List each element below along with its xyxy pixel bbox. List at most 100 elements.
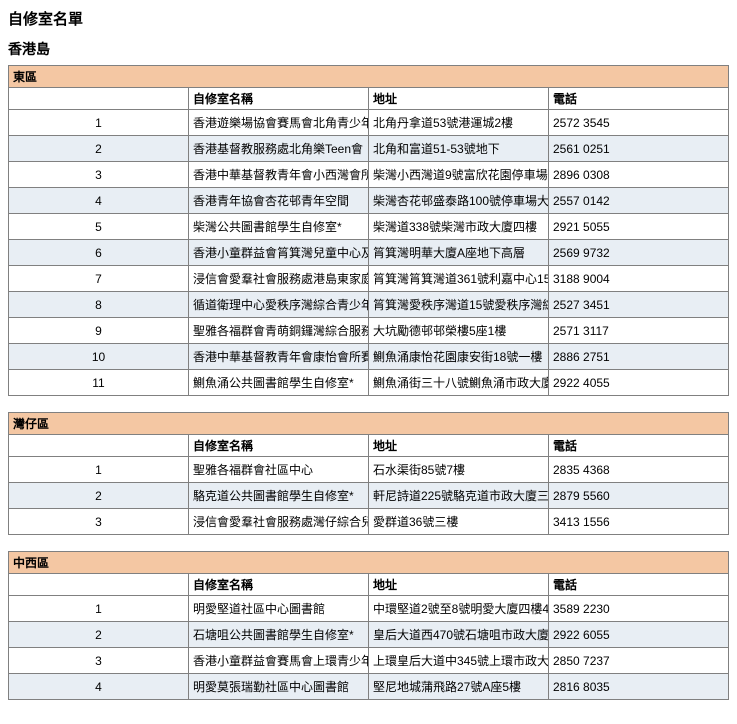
district-name: 灣仔區: [9, 413, 729, 435]
cell-address: 皇后大道西470號石塘咀市政大廈四樓: [369, 622, 549, 648]
col-phone-header: 電話: [549, 574, 729, 596]
col-name-header: 自修室名稱: [189, 574, 369, 596]
cell-address: 軒尼詩道225號駱克道市政大廈三樓: [369, 483, 549, 509]
cell-index: 8: [9, 292, 189, 318]
district-name: 東區: [9, 66, 729, 88]
district-name: 中西區: [9, 552, 729, 574]
cell-address: 北角丹拿道53號港運城2樓: [369, 110, 549, 136]
table-row: 4明愛莫張瑞勤社區中心圖書館堅尼地城蒲飛路27號A座5樓2816 8035: [9, 674, 729, 700]
cell-phone: 3188 9004: [549, 266, 729, 292]
cell-name: 浸信會愛羣社會服務處港島東家庭成長及發展服務中心: [189, 266, 369, 292]
cell-address: 北角和富道51-53號地下: [369, 136, 549, 162]
table-row: 3香港中華基督教青年會小西灣會所柴灣小西灣道9號富欣花園停車場一字樓2896 0…: [9, 162, 729, 188]
cell-address: 中環堅道2號至8號明愛大廈四樓439B室: [369, 596, 549, 622]
table-row: 1香港遊樂場協會賽馬會北角青少年綜合服務中心*北角丹拿道53號港運城2樓2572…: [9, 110, 729, 136]
cell-address: 堅尼地城蒲飛路27號A座5樓: [369, 674, 549, 700]
cell-name: 柴灣公共圖書館學生自修室*: [189, 214, 369, 240]
col-idx-header: [9, 574, 189, 596]
district-block: 中西區自修室名稱地址電話1明愛堅道社區中心圖書館中環堅道2號至8號明愛大廈四樓4…: [8, 551, 729, 700]
column-headers: 自修室名稱地址電話: [9, 574, 729, 596]
cell-phone: 2571 3117: [549, 318, 729, 344]
cell-name: 明愛堅道社區中心圖書館: [189, 596, 369, 622]
table-row: 10香港中華基督教青年會康怡會所賽馬會綜合青少年服務中心鰂魚涌康怡花園康安街18…: [9, 344, 729, 370]
cell-address: 石水渠街85號7樓: [369, 457, 549, 483]
table-row: 4香港青年協會杏花邨青年空間柴灣杏花邨盛泰路100號停車場大廈西座地下2557 …: [9, 188, 729, 214]
cell-index: 3: [9, 648, 189, 674]
cell-phone: 2922 4055: [549, 370, 729, 396]
cell-phone: 2572 3545: [549, 110, 729, 136]
table-row: 3香港小童群益會賽馬會上環青少年綜合服務中心上環皇后大道中345號上環市政大廈十…: [9, 648, 729, 674]
cell-address: 筲箕灣明華大廈A座地下高層: [369, 240, 549, 266]
cell-name: 香港青年協會杏花邨青年空間: [189, 188, 369, 214]
col-name-header: 自修室名稱: [189, 435, 369, 457]
cell-phone: 2886 2751: [549, 344, 729, 370]
cell-address: 鰂魚涌康怡花園康安街18號一樓: [369, 344, 549, 370]
col-address-header: 地址: [369, 435, 549, 457]
cell-phone: 2569 9732: [549, 240, 729, 266]
column-headers: 自修室名稱地址電話: [9, 435, 729, 457]
cell-phone: 2557 0142: [549, 188, 729, 214]
cell-phone: 2879 5560: [549, 483, 729, 509]
region-title: 香港島: [8, 39, 729, 59]
district-block: 東區自修室名稱地址電話1香港遊樂場協會賽馬會北角青少年綜合服務中心*北角丹拿道5…: [8, 65, 729, 396]
col-address-header: 地址: [369, 574, 549, 596]
col-idx-header: [9, 435, 189, 457]
column-headers: 自修室名稱地址電話: [9, 88, 729, 110]
cell-address: 鰂魚涌街三十八號鰂魚涌市政大廈五樓: [369, 370, 549, 396]
table-row: 2石塘咀公共圖書館學生自修室*皇后大道西470號石塘咀市政大廈四樓2922 60…: [9, 622, 729, 648]
cell-index: 11: [9, 370, 189, 396]
page-title: 自修室名單: [8, 8, 729, 29]
cell-index: 4: [9, 188, 189, 214]
cell-phone: 2922 6055: [549, 622, 729, 648]
cell-address: 上環皇后大道中345號上環市政大廈十一樓: [369, 648, 549, 674]
cell-address: 柴灣小西灣道9號富欣花園停車場一字樓: [369, 162, 549, 188]
cell-name: 香港遊樂場協會賽馬會北角青少年綜合服務中心*: [189, 110, 369, 136]
cell-phone: 2896 0308: [549, 162, 729, 188]
cell-name: 循道衛理中心愛秩序灣綜合青少年服務: [189, 292, 369, 318]
cell-index: 1: [9, 596, 189, 622]
cell-name: 駱克道公共圖書館學生自修室*: [189, 483, 369, 509]
cell-name: 鰂魚涌公共圖書館學生自修室*: [189, 370, 369, 396]
cell-phone: 2527 3451: [549, 292, 729, 318]
district-table: 東區自修室名稱地址電話1香港遊樂場協會賽馬會北角青少年綜合服務中心*北角丹拿道5…: [8, 65, 729, 396]
cell-index: 2: [9, 136, 189, 162]
cell-name: 香港中華基督教青年會小西灣會所: [189, 162, 369, 188]
cell-index: 6: [9, 240, 189, 266]
cell-address: 筲箕灣愛秩序灣道15號愛秩序灣綜合服務大樓一樓: [369, 292, 549, 318]
cell-index: 5: [9, 214, 189, 240]
cell-index: 4: [9, 674, 189, 700]
cell-phone: 2816 8035: [549, 674, 729, 700]
col-idx-header: [9, 88, 189, 110]
cell-phone: 2921 5055: [549, 214, 729, 240]
table-row: 1明愛堅道社區中心圖書館中環堅道2號至8號明愛大廈四樓439B室3589 223…: [9, 596, 729, 622]
col-name-header: 自修室名稱: [189, 88, 369, 110]
cell-address: 愛群道36號三樓: [369, 509, 549, 535]
table-row: 11鰂魚涌公共圖書館學生自修室*鰂魚涌街三十八號鰂魚涌市政大廈五樓2922 40…: [9, 370, 729, 396]
cell-name: 浸信會愛羣社會服務處灣仔綜合兒童及青少年服務中心: [189, 509, 369, 535]
cell-phone: 3413 1556: [549, 509, 729, 535]
cell-address: 柴灣杏花邨盛泰路100號停車場大廈西座地下: [369, 188, 549, 214]
cell-index: 1: [9, 457, 189, 483]
district-table: 中西區自修室名稱地址電話1明愛堅道社區中心圖書館中環堅道2號至8號明愛大廈四樓4…: [8, 551, 729, 700]
col-phone-header: 電話: [549, 88, 729, 110]
cell-name: 香港小童群益會賽馬會上環青少年綜合服務中心: [189, 648, 369, 674]
district-table: 灣仔區自修室名稱地址電話1聖雅各福群會社區中心石水渠街85號7樓2835 436…: [8, 412, 729, 535]
cell-name: 聖雅各福群會社區中心: [189, 457, 369, 483]
cell-index: 1: [9, 110, 189, 136]
cell-phone: 3589 2230: [549, 596, 729, 622]
cell-index: 10: [9, 344, 189, 370]
cell-index: 7: [9, 266, 189, 292]
cell-name: 石塘咀公共圖書館學生自修室*: [189, 622, 369, 648]
cell-name: 聖雅各福群會青萌銅鑼灣綜合服務中心: [189, 318, 369, 344]
cell-index: 3: [9, 509, 189, 535]
cell-address: 柴灣道338號柴灣市政大廈四樓: [369, 214, 549, 240]
district-block: 灣仔區自修室名稱地址電話1聖雅各福群會社區中心石水渠街85號7樓2835 436…: [8, 412, 729, 535]
cell-phone: 2850 7237: [549, 648, 729, 674]
cell-index: 2: [9, 483, 189, 509]
cell-index: 9: [9, 318, 189, 344]
cell-name: 香港小童群益會筲箕灣兒童中心及圖書館: [189, 240, 369, 266]
cell-name: 明愛莫張瑞勤社區中心圖書館: [189, 674, 369, 700]
table-row: 7浸信會愛羣社會服務處港島東家庭成長及發展服務中心筲箕灣筲箕灣道361號利嘉中心…: [9, 266, 729, 292]
table-row: 5柴灣公共圖書館學生自修室*柴灣道338號柴灣市政大廈四樓2921 5055: [9, 214, 729, 240]
col-address-header: 地址: [369, 88, 549, 110]
